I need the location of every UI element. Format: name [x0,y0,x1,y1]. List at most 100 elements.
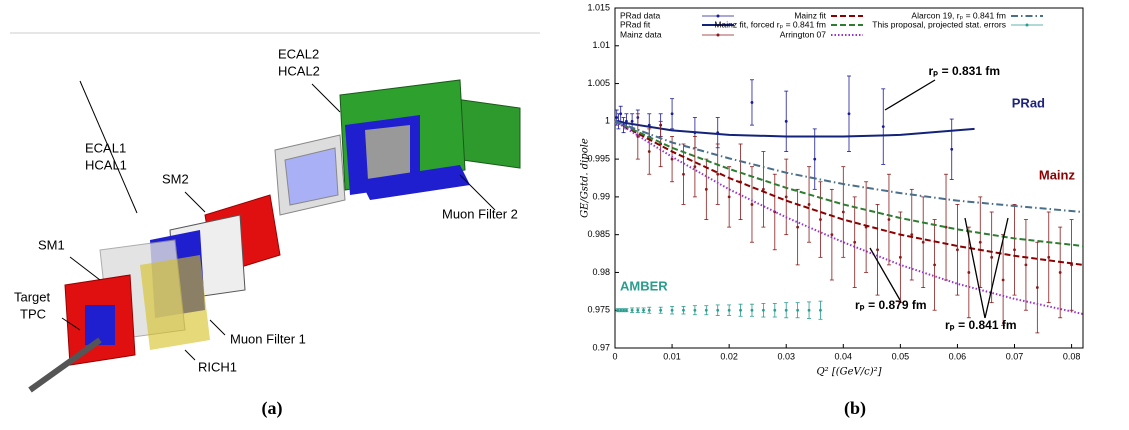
data-point [910,233,914,237]
y-tick-label: 0.975 [587,305,610,315]
data-point [784,308,788,312]
legend-label: Arrington 07 [780,29,827,39]
annotation: rₚ = 0.841 fm [945,318,1017,332]
data-point [622,308,625,312]
caption: (b) [844,398,866,419]
data-point [819,218,822,221]
x-tick-label: 0.06 [949,351,967,361]
y-tick-label: 1.005 [587,78,610,88]
data-point [615,116,619,119]
plot-frame [614,7,1084,349]
x-tick-label: 0.05 [892,351,910,361]
data-point [619,308,623,312]
y-tick-label: 0.99 [592,191,610,201]
data-point [967,271,971,274]
y-tick-label: 0.98 [592,267,610,277]
legend-label: PRad fit [620,19,651,29]
data-point [950,147,954,151]
legend-label: Mainz fit, forced rₚ = 0.841 fm [714,19,826,29]
data-point [887,218,891,221]
data-point [1013,248,1016,252]
data-point [727,195,731,199]
annotation: rₚ = 0.879 fm [855,298,927,312]
data-point [978,240,982,244]
data-point [716,308,720,312]
annotation: PRad [1012,95,1045,110]
x-tick-label: 0.08 [1063,351,1081,361]
data-point [693,308,697,312]
detector-drawing [10,32,540,393]
x-tick-label: 0.01 [663,351,681,361]
legend-label: This proposal, projected stat. errors [872,19,1006,29]
data-point [647,150,651,153]
annotation-arrow [869,247,901,301]
annotation-arrow [964,217,986,319]
label: HCAL2 [278,63,320,78]
legend-symbol [716,33,720,37]
data-point [807,203,811,206]
data-point [847,112,851,116]
x-tick-label: 0.03 [777,351,795,361]
label: SM2 [162,171,189,186]
x-axis-title: Q² [(GeV/c)²] [816,367,881,378]
data-point [813,157,817,161]
legend-symbol [716,14,720,18]
x-tick-label: 0.07 [1006,351,1024,361]
data-point [693,165,697,169]
data-point [619,112,623,116]
label: Muon Filter 1 [230,331,306,346]
data-point [761,308,765,312]
data-point [830,233,834,237]
label: SM1 [38,237,65,252]
data-point [682,308,685,312]
data-point [616,308,620,312]
label: RICH1 [198,359,237,374]
x-tick-label: 0 [612,351,617,361]
annotation: rₚ = 0.831 fm [928,64,1000,78]
label: TPC [20,306,46,321]
data-point [630,308,634,312]
data-point [647,308,651,312]
data-point [796,308,800,312]
data-point [1035,286,1039,289]
fit-line [614,120,1084,266]
detector-labels: ECAL2 HCAL2 ECAL1 HCAL1 SM2 SM1 Target T… [14,46,518,419]
annotation-arrow [884,79,936,111]
data-point [881,125,885,129]
fit-line [614,120,1084,247]
data-point [933,263,937,267]
data-point [716,172,720,176]
x-tick-label: 0.04 [835,351,853,361]
legend-label: Mainz fit [794,10,826,20]
label: ECAL1 [85,140,126,155]
fit-line [614,120,1084,213]
annotation: AMBER [620,278,668,293]
data-point [807,308,811,312]
data-point [704,187,708,191]
data-point [659,308,663,312]
chart: 0 0.01 0.02 0.03 0.04 0.05 0.06 0.07 0.08 0.97 0.9… [580,2,1084,419]
data-point [750,203,754,206]
x-tick-label: 0.02 [720,351,738,361]
annotation: Mainz [1039,167,1076,182]
legend-label: Mainz data [620,29,662,39]
data-point [921,240,925,244]
annotation-arrow [984,217,1009,319]
legend-label: PRad data [620,10,660,20]
data-point [704,308,708,312]
y-tick-label: 1.015 [587,2,610,12]
data-point [841,210,845,214]
data-point [642,308,645,312]
data-point [898,255,902,259]
data-point [773,308,777,312]
data-point [784,119,788,123]
data-point [853,240,857,244]
data-point [990,255,994,259]
label: Muon Filter 2 [442,206,518,221]
data-point [1058,271,1062,274]
data-point [1024,263,1028,267]
data-point [727,308,731,312]
y-tick-label: 0.985 [587,229,610,239]
data-point [876,248,879,252]
